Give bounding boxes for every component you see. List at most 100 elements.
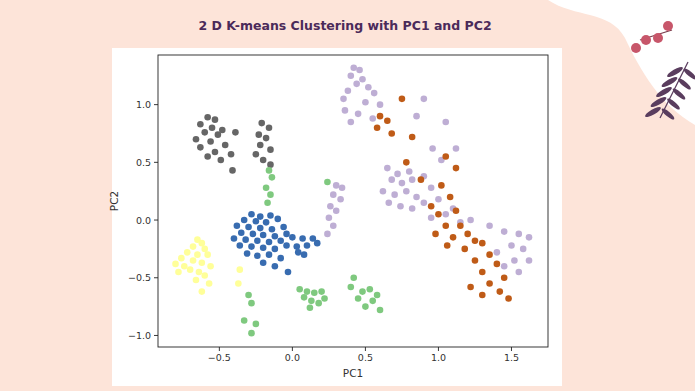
point	[269, 226, 276, 233]
point	[479, 240, 486, 247]
point	[248, 300, 255, 307]
point	[260, 244, 267, 251]
point	[206, 280, 213, 287]
point	[397, 203, 404, 210]
leaf	[671, 87, 686, 101]
point	[267, 146, 274, 153]
point	[501, 274, 508, 281]
point	[254, 253, 261, 260]
point	[388, 130, 395, 137]
berry	[663, 21, 673, 31]
point	[204, 114, 211, 121]
point	[258, 120, 265, 127]
point	[365, 84, 372, 91]
decoration	[631, 21, 695, 121]
point	[201, 272, 208, 279]
point	[421, 199, 428, 206]
point	[515, 231, 522, 238]
point	[486, 280, 493, 287]
point	[260, 232, 267, 239]
y-axis-label: PC2	[108, 191, 120, 211]
point	[486, 223, 493, 230]
point	[241, 217, 248, 224]
point	[345, 87, 352, 94]
point	[464, 231, 471, 238]
point	[494, 249, 501, 256]
leaf	[660, 107, 675, 121]
point	[348, 284, 355, 291]
point	[526, 234, 533, 241]
point	[187, 266, 194, 273]
point	[248, 243, 255, 250]
point	[391, 191, 398, 198]
point	[380, 188, 387, 195]
point	[255, 131, 262, 138]
point	[248, 211, 255, 218]
point	[369, 298, 376, 305]
point	[277, 255, 284, 262]
point	[501, 263, 508, 270]
point	[241, 317, 248, 324]
point	[413, 194, 420, 201]
x-tick	[511, 347, 512, 351]
point	[283, 231, 290, 238]
point	[238, 229, 245, 236]
point	[508, 242, 515, 249]
x-tick-label: 1.5	[504, 352, 519, 363]
y-tick	[154, 277, 158, 278]
point	[399, 96, 406, 103]
point	[467, 284, 474, 291]
point	[260, 157, 267, 164]
point	[197, 121, 204, 128]
point	[204, 251, 211, 258]
point	[447, 194, 454, 201]
point	[248, 330, 255, 337]
point	[304, 242, 311, 249]
point	[409, 134, 416, 141]
point	[245, 292, 252, 299]
point	[263, 184, 270, 191]
point	[428, 203, 435, 210]
point	[175, 269, 182, 276]
x-tick-label: 1.0	[431, 352, 446, 363]
chart-title: 2 D K-means Clustering with PC1 and PC2	[198, 18, 491, 33]
point	[421, 96, 428, 103]
berry	[631, 43, 641, 53]
point	[479, 292, 486, 299]
point	[299, 235, 306, 242]
point	[359, 76, 366, 83]
leaf	[666, 97, 681, 111]
point	[267, 212, 274, 219]
point	[359, 288, 366, 295]
point	[348, 119, 355, 126]
x-axis-label: PC1	[343, 367, 363, 379]
leaf	[649, 95, 667, 109]
point	[301, 251, 308, 258]
point	[311, 289, 318, 296]
x-tick	[219, 347, 220, 351]
point	[520, 246, 527, 253]
point	[269, 174, 276, 181]
point	[272, 246, 279, 253]
point	[450, 234, 457, 241]
point	[204, 153, 211, 160]
point	[244, 250, 251, 257]
point	[374, 124, 381, 131]
point	[406, 168, 413, 175]
point	[267, 191, 274, 198]
y-tick-label: −1.0	[128, 330, 151, 341]
point	[280, 224, 287, 231]
point	[403, 188, 410, 195]
point	[212, 116, 219, 123]
point	[295, 249, 302, 256]
points	[172, 64, 532, 336]
point	[333, 182, 340, 189]
point	[264, 199, 271, 206]
point	[250, 231, 257, 238]
point	[301, 294, 308, 301]
point	[196, 269, 203, 276]
point	[324, 179, 331, 186]
point	[260, 259, 267, 266]
point	[266, 124, 273, 131]
point	[272, 263, 279, 270]
